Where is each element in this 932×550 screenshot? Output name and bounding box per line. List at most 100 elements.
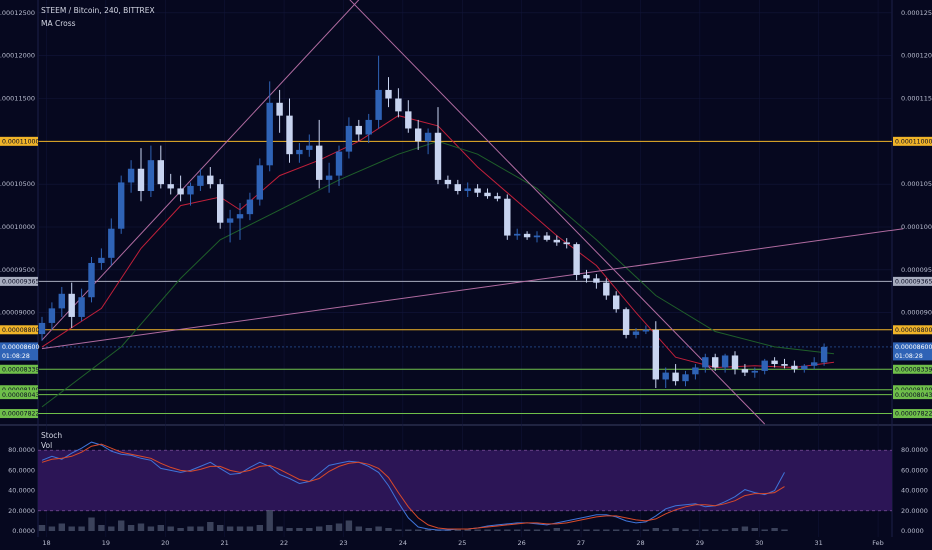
candle-body[interactable] xyxy=(603,282,610,296)
candle-body[interactable] xyxy=(345,125,353,152)
candle-body[interactable] xyxy=(78,297,85,317)
candle-body[interactable] xyxy=(632,331,640,335)
candle-body[interactable] xyxy=(335,151,343,176)
volume-bar xyxy=(197,526,204,531)
candle-body[interactable] xyxy=(286,115,293,155)
candle-body[interactable] xyxy=(415,128,422,142)
candle-body[interactable] xyxy=(642,329,650,332)
candle-body[interactable] xyxy=(672,372,679,382)
candle-body[interactable] xyxy=(365,119,372,135)
candle-body[interactable] xyxy=(622,309,630,335)
candle-body[interactable] xyxy=(48,308,56,323)
candle-body[interactable] xyxy=(236,214,244,219)
candle-body[interactable] xyxy=(424,132,432,142)
candle-body[interactable] xyxy=(395,98,402,112)
candle-body[interactable] xyxy=(127,168,135,183)
candle-body[interactable] xyxy=(187,185,194,195)
volume-bar xyxy=(296,528,303,531)
candle-body[interactable] xyxy=(207,175,214,185)
candle-body[interactable] xyxy=(197,175,204,186)
candle-body[interactable] xyxy=(494,196,501,199)
candle-body[interactable] xyxy=(652,329,659,380)
volume-bar xyxy=(276,526,283,531)
candle-body[interactable] xyxy=(761,360,768,371)
volume-bar xyxy=(702,529,709,531)
candle-body[interactable] xyxy=(721,355,729,368)
candle-body[interactable] xyxy=(613,295,620,310)
candle-body[interactable] xyxy=(177,188,184,195)
volume-bar xyxy=(405,529,412,531)
price-tick-label-right: 0.00012500 xyxy=(901,9,932,17)
candle-body[interactable] xyxy=(801,365,808,370)
candle-body[interactable] xyxy=(682,374,689,382)
candle-body[interactable] xyxy=(98,257,105,263)
candle-body[interactable] xyxy=(325,175,333,180)
candle-body[interactable] xyxy=(523,233,531,238)
candle-body[interactable] xyxy=(355,125,362,135)
candle-body[interactable] xyxy=(573,244,580,275)
price-tick-label-left: 0.00010500 xyxy=(0,180,35,188)
candle-body[interactable] xyxy=(246,199,254,215)
candle-body[interactable] xyxy=(296,149,303,155)
candle-body[interactable] xyxy=(533,235,541,238)
candle-body[interactable] xyxy=(504,198,511,236)
volume-bar xyxy=(395,529,402,531)
candle-body[interactable] xyxy=(464,188,471,192)
candle-body[interactable] xyxy=(811,362,818,366)
candle-body[interactable] xyxy=(731,355,739,370)
candle-body[interactable] xyxy=(68,293,75,317)
candle-body[interactable] xyxy=(474,188,481,193)
stoch-tick-label-left: 40.0000 xyxy=(8,487,35,495)
trend-line[interactable] xyxy=(41,228,904,350)
candle-body[interactable] xyxy=(118,182,125,229)
candle-body[interactable] xyxy=(157,160,164,185)
candle-body[interactable] xyxy=(256,165,263,200)
stoch-tick-label-left: 20.0000 xyxy=(8,507,35,515)
candle-body[interactable] xyxy=(385,89,392,99)
candle-body[interactable] xyxy=(741,369,749,373)
candle-body[interactable] xyxy=(543,235,551,240)
current-price-label: 0.00008600 xyxy=(895,344,932,351)
candle-body[interactable] xyxy=(276,102,283,116)
candle-body[interactable] xyxy=(593,278,600,283)
candle-body[interactable] xyxy=(405,111,412,129)
volume-bar xyxy=(603,529,610,531)
candle-body[interactable] xyxy=(702,357,709,368)
volume-bar xyxy=(365,528,372,531)
candle-body[interactable] xyxy=(751,370,758,373)
candle-body[interactable] xyxy=(306,145,313,150)
candle-body[interactable] xyxy=(108,228,115,258)
candle-body[interactable] xyxy=(692,367,699,375)
candle-body[interactable] xyxy=(484,192,491,197)
candle-body[interactable] xyxy=(375,89,382,120)
candle-body[interactable] xyxy=(583,274,590,279)
candle-body[interactable] xyxy=(563,242,570,245)
candle-body[interactable] xyxy=(781,364,788,366)
candle-body[interactable] xyxy=(553,239,560,243)
candle-body[interactable] xyxy=(434,132,442,180)
candle-body[interactable] xyxy=(137,168,145,192)
candle-body[interactable] xyxy=(88,262,95,298)
candle-body[interactable] xyxy=(38,322,46,335)
candle-body[interactable] xyxy=(771,360,778,365)
candle-body[interactable] xyxy=(147,160,155,192)
candle-body[interactable] xyxy=(316,145,323,180)
candle-body[interactable] xyxy=(514,233,521,236)
candle-body[interactable] xyxy=(226,218,234,223)
candle-body[interactable] xyxy=(662,372,669,380)
candle-body[interactable] xyxy=(217,184,224,223)
candle-body[interactable] xyxy=(167,184,174,189)
stoch-tick-label-right: 20.0000 xyxy=(901,507,928,515)
candle-body[interactable] xyxy=(820,346,828,363)
volume-bar xyxy=(632,529,640,531)
candle-body[interactable] xyxy=(712,357,719,368)
candle-body[interactable] xyxy=(444,179,452,185)
candle-body[interactable] xyxy=(791,365,798,370)
candle-body[interactable] xyxy=(58,293,65,309)
candle-body[interactable] xyxy=(454,184,461,192)
candle-body[interactable] xyxy=(266,102,273,166)
trend-line[interactable] xyxy=(41,0,379,341)
trend-line[interactable] xyxy=(329,0,766,425)
